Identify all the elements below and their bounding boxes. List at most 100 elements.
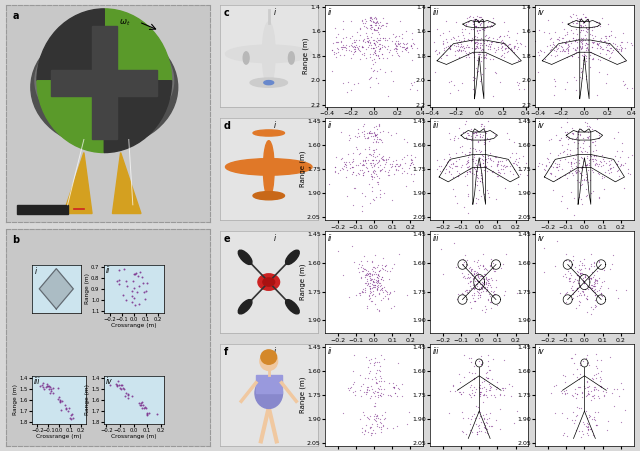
Point <box>135 401 145 409</box>
Point <box>514 154 524 161</box>
Point <box>572 20 582 27</box>
Point <box>574 376 584 383</box>
Point <box>567 17 577 24</box>
Point <box>588 391 598 398</box>
Point <box>358 160 369 167</box>
Point <box>367 188 378 195</box>
Point <box>340 161 351 168</box>
Point <box>473 18 483 25</box>
Point <box>139 288 149 295</box>
Point <box>596 289 606 296</box>
Point <box>486 423 497 430</box>
Point <box>563 274 573 281</box>
Point <box>548 157 558 165</box>
Point <box>499 54 509 61</box>
Point <box>474 22 484 29</box>
X-axis label: Crossrange (m): Crossrange (m) <box>347 118 401 124</box>
Point <box>449 134 460 142</box>
Point <box>369 135 380 143</box>
Point <box>586 43 596 51</box>
Point <box>570 416 580 423</box>
Point <box>570 37 580 44</box>
Point <box>481 280 492 287</box>
Point <box>604 161 614 168</box>
Point <box>365 16 375 23</box>
Point <box>481 386 492 393</box>
Point <box>481 163 492 170</box>
Point <box>492 163 502 170</box>
Point <box>479 391 490 398</box>
Point <box>374 290 384 297</box>
Point <box>42 381 52 388</box>
Point <box>616 419 626 426</box>
Point <box>367 44 378 51</box>
Point <box>566 261 577 268</box>
Point <box>473 17 483 24</box>
Point <box>441 36 451 43</box>
Point <box>380 262 390 270</box>
Point <box>481 419 492 427</box>
Point <box>364 270 374 277</box>
Point <box>476 284 486 291</box>
Point <box>397 380 407 387</box>
Point <box>559 47 569 55</box>
Point <box>572 12 582 19</box>
Point <box>365 368 375 375</box>
Point <box>589 395 599 402</box>
Point <box>610 33 620 41</box>
Point <box>505 167 515 175</box>
Point <box>466 354 476 362</box>
Point <box>349 258 359 266</box>
Point <box>534 46 545 53</box>
Point <box>514 85 524 92</box>
Point <box>392 359 403 367</box>
Point <box>546 162 556 170</box>
Point <box>470 298 481 305</box>
Point <box>578 19 588 27</box>
Point <box>486 162 496 170</box>
Point <box>380 69 390 76</box>
Point <box>592 92 602 99</box>
Point <box>367 172 377 179</box>
Point <box>573 35 583 42</box>
Point <box>520 43 530 50</box>
Point <box>370 417 380 424</box>
Point <box>374 359 384 366</box>
Text: i: i <box>35 267 37 276</box>
Point <box>465 420 476 428</box>
Point <box>509 160 519 167</box>
Point <box>374 37 385 44</box>
Point <box>510 155 520 162</box>
Point <box>356 267 367 275</box>
Point <box>582 295 592 302</box>
Point <box>362 386 372 393</box>
Point <box>369 278 380 285</box>
Point <box>444 130 454 137</box>
Point <box>330 25 340 32</box>
Point <box>352 133 362 140</box>
Point <box>583 390 593 397</box>
Point <box>38 385 49 392</box>
Point <box>548 76 559 83</box>
Point <box>369 271 380 278</box>
Point <box>496 41 506 48</box>
Point <box>470 414 480 421</box>
Point <box>393 40 403 47</box>
Point <box>476 23 486 31</box>
Point <box>335 44 346 51</box>
Point <box>140 404 150 411</box>
Point <box>341 163 351 170</box>
Point <box>477 379 487 386</box>
Point <box>366 429 376 437</box>
Point <box>469 129 479 136</box>
Text: iii: iii <box>34 377 40 387</box>
Point <box>570 166 580 173</box>
Point <box>474 286 484 293</box>
Point <box>454 156 464 163</box>
Point <box>579 48 589 55</box>
Point <box>355 291 365 299</box>
Point <box>364 143 374 151</box>
Point <box>511 46 522 53</box>
Point <box>332 38 342 46</box>
Point <box>475 381 485 388</box>
